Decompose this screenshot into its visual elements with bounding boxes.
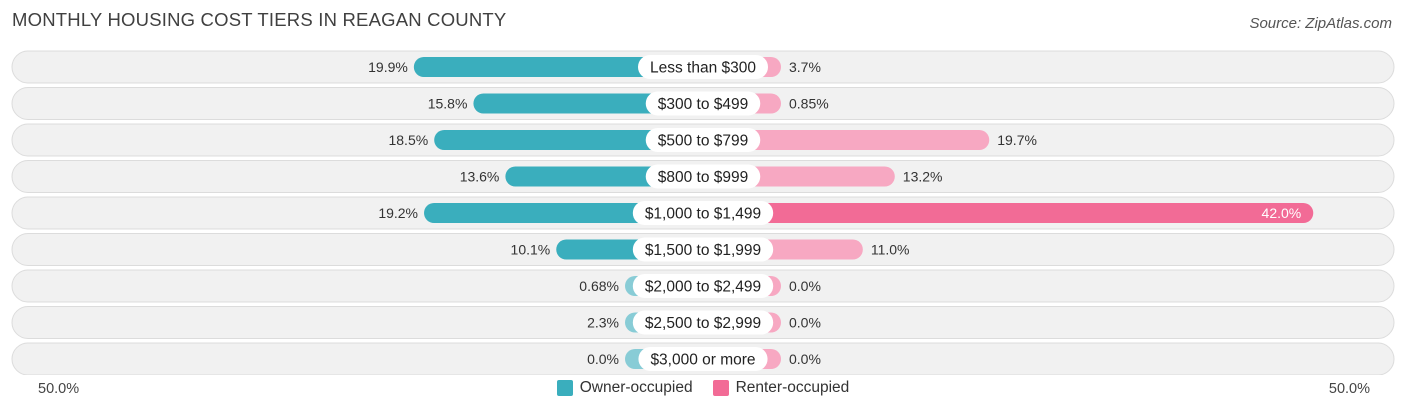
owner-value-label: 0.68%: [579, 278, 619, 294]
owner-value-label: 0.0%: [587, 351, 619, 367]
legend-swatch-renter: [712, 380, 729, 396]
category-row: 10.1% 11.0% $1,500 to $1,999: [11, 233, 1395, 266]
renter-value-label: 0.85%: [789, 96, 829, 112]
category-label: $800 to $999: [658, 169, 749, 186]
owner-bar: [473, 93, 703, 114]
category-pill: [632, 237, 774, 262]
category-row: 13.6% 13.2% $800 to $999: [11, 160, 1395, 193]
owner-bar: [413, 57, 703, 77]
legend-label-renter: Renter-occupied: [735, 379, 850, 396]
category-label: $3,000 or more: [650, 352, 755, 369]
category-label: $2,000 to $2,499: [645, 279, 761, 296]
owner-value-label: 10.1%: [511, 242, 551, 258]
renter-value-label: 42.0%: [1262, 205, 1302, 221]
category-label: $1,000 to $1,499: [645, 206, 761, 223]
owner-value-label: 13.6%: [460, 169, 500, 185]
renter-bar: [703, 203, 1314, 223]
renter-value-label: 19.7%: [997, 132, 1037, 148]
renter-bar: [703, 130, 990, 150]
owner-value-label: 2.3%: [587, 315, 619, 331]
renter-value-label: 0.0%: [789, 351, 821, 367]
legend: Owner-occupied Renter-occupied: [0, 379, 1406, 397]
category-row: 2.3% 0.0% $2,500 to $2,999: [11, 306, 1395, 339]
source-note: Source: ZipAtlas.com: [1249, 15, 1392, 32]
owner-value-label: 18.5%: [388, 132, 428, 148]
owner-bar: [434, 130, 703, 150]
owner-value-label: 15.8%: [428, 96, 468, 112]
legend-swatch-owner: [556, 380, 573, 396]
axis-left-label: 50.0%: [38, 381, 80, 397]
category-pill: [632, 274, 774, 298]
category-row: 19.9% 3.7% Less than $300: [11, 50, 1395, 84]
category-row: 0.0% 0.0% $3,000 or more: [11, 342, 1395, 375]
renter-value-label: 11.0%: [871, 242, 910, 258]
category-pill: [645, 164, 761, 189]
category-pill: [632, 310, 774, 335]
category-row: 15.8% 0.85% $300 to $499: [11, 87, 1395, 120]
category-label: $1,500 to $1,999: [645, 242, 761, 259]
renter-value-label: 13.2%: [903, 169, 943, 185]
axis-right-label: 50.0%: [1328, 381, 1370, 397]
category-pill: [638, 347, 768, 371]
renter-value-label: 3.7%: [789, 59, 821, 75]
category-pill: [645, 91, 761, 116]
renter-value-label: 0.0%: [789, 278, 821, 294]
chart-title: MONTHLY HOUSING COST TIERS IN REAGAN COU…: [12, 9, 507, 30]
category-label: $500 to $799: [658, 133, 749, 150]
category-row: 18.5% 19.7% $500 to $799: [11, 123, 1395, 157]
owner-bar: [424, 203, 703, 223]
category-label: Less than $300: [650, 60, 756, 77]
legend-item-owner: Owner-occupied: [556, 379, 693, 397]
renter-value-label: 0.0%: [789, 315, 821, 331]
category-row: 19.2% 42.0% $1,000 to $1,499: [11, 196, 1395, 230]
category-row: 0.68% 0.0% $2,000 to $2,499: [11, 269, 1395, 303]
category-label: $300 to $499: [658, 96, 749, 113]
category-pill: [637, 55, 769, 79]
category-label: $2,500 to $2,999: [645, 315, 761, 332]
category-pill: [645, 128, 761, 152]
legend-label-owner: Owner-occupied: [579, 379, 693, 396]
category-pill: [632, 201, 774, 225]
chart-canvas: 19.9% 3.7% Less than $300 15.8% 0.85% $300 to…: [11, 50, 1395, 375]
owner-value-label: 19.9%: [368, 59, 408, 75]
legend-item-renter: Renter-occupied: [712, 379, 850, 397]
owner-value-label: 19.2%: [378, 205, 418, 221]
